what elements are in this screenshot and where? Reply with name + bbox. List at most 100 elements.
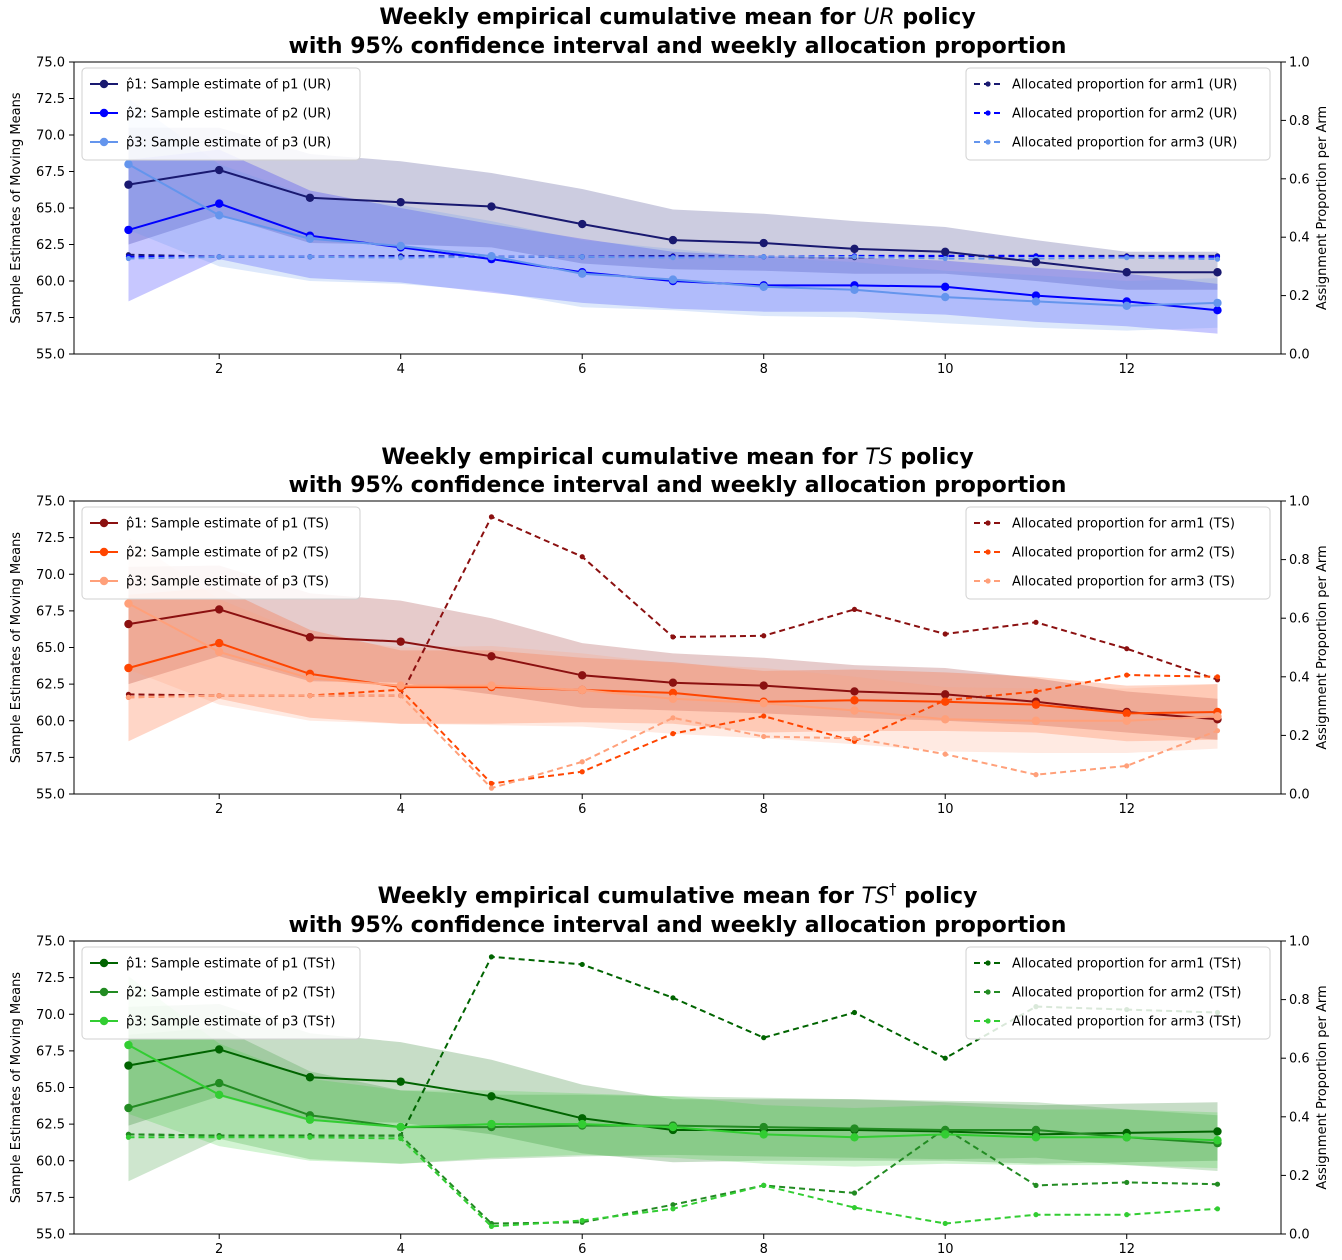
- legend-allocation: [965, 506, 1271, 600]
- estimate-point-p3: [396, 241, 405, 251]
- y-tick-label: 57.5: [36, 1191, 65, 1206]
- estimate-point-p2: [668, 688, 678, 698]
- allocation-point-arm1: [851, 1009, 858, 1016]
- estimate-point-p2: [1031, 1125, 1041, 1135]
- estimate-point-p1: [941, 247, 950, 256]
- legend-marker-p3: [99, 576, 109, 586]
- x-tick-label: 4: [397, 1242, 405, 1257]
- legend-marker-p2: [99, 108, 109, 118]
- estimate-point-p3: [215, 647, 224, 657]
- allocation-point-arm3: [307, 692, 313, 699]
- y-tick-label: 72.5: [36, 92, 65, 107]
- legend-label-p2: p̂2: Sample estimate of p2 (TS): [126, 546, 329, 561]
- estimate-point-p3: [850, 1133, 859, 1142]
- y-tick-label: 62.5: [36, 678, 65, 693]
- estimate-point-p3: [396, 1122, 405, 1132]
- estimate-point-p2: [850, 1124, 859, 1133]
- allocation-point-arm3: [851, 254, 858, 260]
- legend-marker-p2: [99, 987, 109, 997]
- y2-axis-label: Assignment Proportion per Arm: [1315, 106, 1330, 310]
- y2-axis-label: Assignment Proportion per Arm: [1315, 545, 1330, 749]
- allocation-point-arm3: [1124, 763, 1130, 769]
- legend-label-arm1: Allocated proportion for arm1 (UR): [1012, 78, 1237, 93]
- allocation-point-arm3: [398, 1135, 404, 1142]
- y-tick-label: 70.0: [36, 129, 65, 144]
- allocation-point-arm3: [307, 254, 313, 260]
- allocation-point-arm3: [670, 715, 676, 721]
- y2-tick-label: 0.0: [1289, 788, 1310, 803]
- estimate-point-p3: [668, 1122, 678, 1132]
- y-tick-label: 55.0: [36, 1228, 65, 1243]
- x-tick-label: 12: [1118, 362, 1135, 377]
- estimate-point-p1: [668, 235, 678, 245]
- y-tick-label: 70.0: [36, 1008, 65, 1023]
- estimate-point-p1: [487, 202, 496, 211]
- estimate-point-p3: [850, 706, 859, 715]
- estimate-point-p3: [124, 1040, 133, 1050]
- estimate-point-p1: [1122, 268, 1131, 277]
- estimate-point-p3: [1031, 716, 1041, 725]
- y-tick-label: 60.0: [36, 275, 65, 290]
- chart-title-line-2: with 95% confidence interval and weekly …: [289, 473, 1067, 498]
- legend-label-arm3: Allocated proportion for arm3 (TS†): [1012, 1015, 1242, 1030]
- estimate-point-p3: [850, 285, 859, 294]
- estimate-point-p3: [124, 599, 133, 608]
- legend-label-arm2: Allocated proportion for arm2 (UR): [1012, 107, 1237, 122]
- allocation-point-arm2: [670, 1202, 676, 1208]
- x-tick-label: 2: [215, 362, 223, 377]
- estimate-point-p3: [305, 234, 315, 243]
- allocation-point-arm3: [1214, 728, 1221, 734]
- estimate-point-p1: [941, 690, 950, 699]
- y-tick-label: 72.5: [36, 971, 65, 986]
- estimate-point-p3: [759, 1130, 768, 1139]
- allocation-point-arm1: [670, 995, 676, 1001]
- allocation-point-arm2: [1214, 674, 1221, 680]
- y2-tick-label: 0.6: [1289, 172, 1310, 187]
- x-tick-label: 10: [937, 1242, 954, 1257]
- allocation-point-arm3: [307, 1134, 313, 1140]
- estimate-point-p2: [1213, 306, 1222, 315]
- allocation-point-arm1: [488, 514, 495, 520]
- y-tick-label: 67.5: [36, 604, 65, 619]
- y2-tick-label: 0.4: [1289, 1110, 1310, 1125]
- estimate-point-p3: [305, 674, 315, 683]
- estimate-point-p2: [1122, 709, 1131, 718]
- estimate-point-p2: [1031, 291, 1041, 300]
- y-axis-label: Sample Estimates of Moving Means: [9, 92, 24, 323]
- allocation-point-arm3: [670, 255, 676, 261]
- legend-marker-arm3: [985, 578, 991, 584]
- allocation-point-arm3: [851, 735, 858, 741]
- allocation-point-arm1: [942, 1055, 948, 1061]
- allocation-point-arm2: [488, 780, 495, 787]
- allocation-point-arm3: [1124, 1212, 1130, 1218]
- x-tick-label: 12: [1118, 802, 1135, 817]
- allocation-point-arm1: [1124, 646, 1130, 652]
- legend-marker-p1: [99, 518, 109, 528]
- x-tick-label: 12: [1118, 1242, 1135, 1257]
- legend-marker-p3: [99, 1016, 109, 1026]
- estimate-point-p1: [759, 238, 768, 248]
- allocation-point-arm2: [1124, 1179, 1130, 1186]
- legend-label-p2: p̂2: Sample estimate of p2 (UR): [126, 107, 331, 122]
- estimate-point-p3: [487, 681, 496, 690]
- allocation-point-arm3: [488, 785, 495, 791]
- allocation-point-arm3: [398, 692, 404, 699]
- allocation-point-arm3: [761, 733, 767, 740]
- y2-tick-label: 1.0: [1289, 56, 1310, 71]
- legend-label-p1: p̂1: Sample estimate of p1 (TS): [126, 517, 329, 532]
- legend-marker-arm3: [985, 139, 991, 145]
- y2-tick-label: 0.4: [1289, 231, 1310, 246]
- allocation-point-arm3: [942, 255, 948, 262]
- chart-title-line-2: with 95% confidence interval and weekly …: [289, 913, 1067, 938]
- allocation-point-arm3: [125, 1134, 132, 1140]
- y-tick-label: 60.0: [36, 1154, 65, 1169]
- x-tick-label: 8: [760, 362, 768, 377]
- allocation-point-arm3: [488, 1223, 495, 1229]
- estimate-point-p1: [668, 678, 678, 687]
- estimate-point-p1: [578, 671, 587, 680]
- estimate-point-p1: [578, 219, 587, 229]
- y2-tick-label: 0.8: [1289, 114, 1310, 129]
- allocation-point-arm2: [670, 731, 676, 737]
- estimate-point-p1: [487, 652, 496, 661]
